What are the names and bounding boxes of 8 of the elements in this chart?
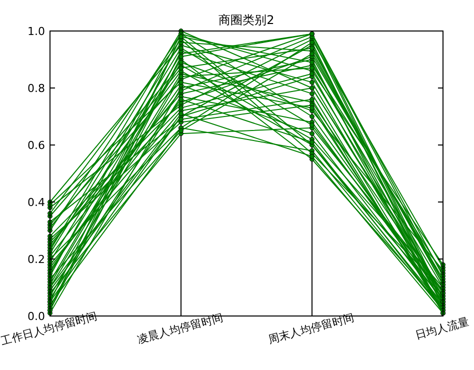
y-tick-label: 0.0 (28, 310, 45, 323)
x-tick-label: 日均人流量 (414, 315, 470, 342)
y-tick-label: 1.0 (28, 25, 45, 38)
y-tick-label: 0.6 (28, 139, 45, 152)
y-tick-label: 0.8 (28, 82, 45, 95)
chart-title: 商圈类别2 (218, 13, 274, 27)
y-tick-label: 0.2 (28, 253, 45, 266)
y-tick-label: 0.4 (28, 196, 45, 209)
